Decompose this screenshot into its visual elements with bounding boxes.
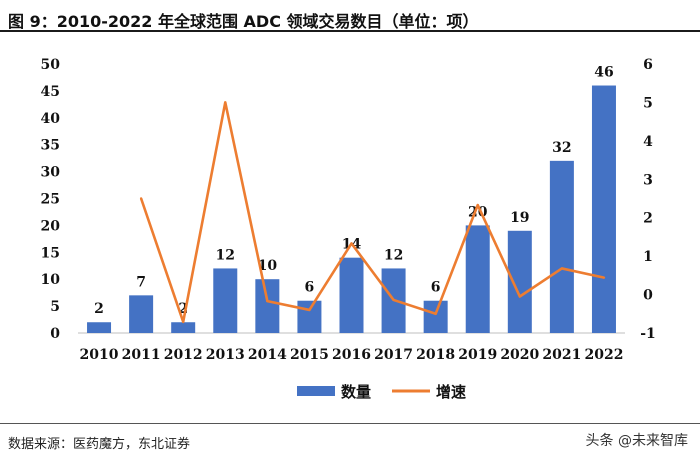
bar-data-label: 2 [178, 301, 188, 317]
line-point [392, 298, 395, 302]
y-left-tick-label: 35 [41, 138, 60, 154]
bar-data-label: 6 [431, 280, 441, 296]
y-right-tick-label: 2 [643, 211, 653, 227]
y-right-tick-label: -1 [640, 326, 656, 342]
bar [591, 85, 616, 334]
y-right-tick-label: 0 [643, 288, 653, 304]
watermark: 头条 @未来智库 [585, 433, 688, 449]
bar [549, 160, 574, 333]
legend-swatch-bar [297, 386, 335, 396]
bar [255, 279, 280, 333]
legend: 数量 增速 [297, 383, 466, 401]
title-divider [0, 30, 700, 32]
source-note: 数据来源：医药魔方，东北证券 [8, 437, 191, 452]
y-left-tick-label: 30 [41, 165, 61, 181]
bar [297, 300, 322, 333]
x-tick-label: 2015 [290, 347, 329, 363]
bar [339, 257, 364, 333]
line-point [308, 308, 311, 312]
y-left-tick-label: 45 [41, 84, 60, 100]
y-left-tick-label: 5 [50, 299, 60, 315]
bar-data-label: 19 [510, 210, 529, 226]
x-tick-label: 2020 [500, 347, 539, 363]
bar [465, 225, 490, 333]
bar [129, 295, 154, 333]
bar-data-label: 12 [216, 247, 235, 263]
y-left-tick-label: 20 [41, 218, 61, 234]
y-left-tick-label: 50 [41, 57, 61, 73]
line-point [434, 312, 437, 315]
y-left-tick-label: 0 [50, 326, 60, 342]
bar-data-label: 46 [594, 65, 613, 81]
x-tick-label: 2011 [122, 347, 161, 363]
line-point [560, 267, 564, 270]
y-right-tick-label: 5 [643, 95, 653, 111]
source-divider [0, 423, 700, 424]
line-point [139, 197, 143, 200]
y-left-tick-label: 15 [41, 245, 60, 261]
figure-title: 图 9：2010-2022 年全球范围 ADC 领域交易数目（单位：项） [8, 12, 479, 31]
x-axis: 2010 2011 2012 2013 2014 2015 2016 2017 2018 2019… [78, 332, 625, 363]
x-tick-label: 2022 [584, 347, 623, 363]
bar [87, 322, 112, 333]
bar [213, 268, 238, 333]
x-tick-label: 2018 [416, 347, 455, 363]
bar [423, 300, 448, 333]
bar [171, 322, 196, 333]
y-left-tick-label: 10 [41, 272, 61, 288]
line-point [350, 242, 353, 245]
x-tick-label: 2019 [458, 347, 497, 363]
line-series [139, 101, 606, 324]
line-point [518, 295, 522, 298]
bar-data-label: 2 [94, 301, 104, 317]
y-right-tick-label: 6 [643, 57, 653, 73]
x-tick-label: 2014 [248, 347, 287, 363]
line-point [224, 101, 227, 104]
x-tick-label: 2021 [542, 347, 581, 363]
bar-data-label: 10 [258, 258, 278, 274]
bar-data-label: 32 [552, 140, 571, 156]
bar-data-label: 6 [305, 280, 315, 296]
line-point [181, 320, 185, 324]
line-point [602, 276, 606, 279]
bar [507, 230, 532, 333]
y-right-tick-label: 4 [643, 134, 653, 150]
legend-label-line: 增速 [436, 383, 466, 401]
line-point [266, 299, 269, 303]
legend-label-bar: 数量 [341, 383, 371, 401]
y-axis-left: 0 5 10 15 20 25 30 35 40 45 50 [41, 57, 61, 342]
x-tick-label: 2012 [164, 347, 203, 363]
x-tick-label: 2017 [374, 347, 413, 363]
y-right-tick-label: 1 [643, 249, 653, 265]
bar-data-label: 12 [384, 247, 403, 263]
y-left-tick-label: 25 [41, 192, 60, 208]
y-axis-right: -1 0 1 2 3 4 5 6 [640, 57, 656, 342]
y-right-tick-label: 3 [643, 172, 653, 188]
x-tick-label: 2013 [206, 347, 245, 363]
bar-data-label: 7 [136, 274, 146, 290]
line-path [139, 101, 605, 324]
line-point [476, 203, 479, 207]
x-tick-label: 2010 [80, 347, 119, 363]
y-left-tick-label: 40 [41, 111, 61, 127]
x-tick-label: 2016 [332, 347, 371, 363]
bar-series [87, 85, 616, 334]
